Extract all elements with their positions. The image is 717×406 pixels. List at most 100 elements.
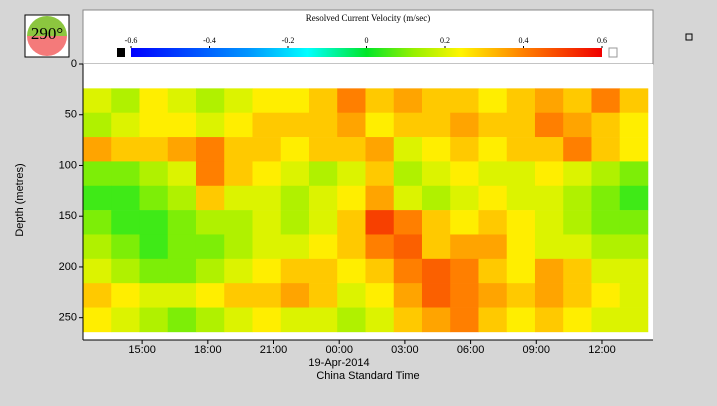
heatmap-cell — [139, 210, 169, 235]
heatmap-cell — [224, 137, 253, 162]
heatmap-cell — [421, 161, 451, 187]
heatmap-cell — [619, 137, 649, 162]
heatmap-cell — [506, 234, 536, 260]
heatmap-cell — [393, 137, 423, 162]
heatmap-cell — [308, 137, 338, 162]
heatmap-cell — [224, 88, 253, 114]
heatmap-cell — [139, 112, 169, 138]
heatmap-cell — [393, 210, 423, 235]
heatmap-cell — [478, 210, 508, 235]
heatmap-cell — [83, 161, 112, 187]
heatmap-cell — [421, 137, 451, 162]
heatmap-cell — [224, 234, 253, 260]
heatmap-cell — [450, 283, 479, 308]
heatmap-cell — [534, 88, 564, 114]
heatmap-cell — [280, 137, 310, 162]
x-tick-label: 15:00 — [128, 344, 156, 356]
heatmap-cell — [308, 258, 338, 284]
heatmap-cell — [365, 234, 395, 260]
heatmap-cell — [450, 137, 479, 162]
colorbar-tick-label: 0.4 — [519, 36, 529, 45]
heatmap-cell — [450, 88, 479, 114]
heatmap-cell — [450, 307, 479, 333]
heatmap-cell — [280, 210, 310, 235]
heatmap-cell — [450, 234, 479, 260]
heatmap-cell — [195, 307, 225, 333]
heatmap-cell — [167, 307, 197, 333]
heatmap-cell — [393, 185, 423, 211]
heatmap-cell — [195, 210, 225, 235]
heatmap-cell — [252, 258, 282, 284]
heatmap-cell — [591, 88, 621, 114]
heatmap-cell — [393, 307, 423, 333]
heatmap-cell — [308, 88, 338, 114]
heatmap-cell — [365, 137, 395, 162]
heatmap-cell — [195, 283, 225, 308]
heatmap-cell — [478, 137, 508, 162]
heatmap-cell — [224, 161, 253, 187]
heatmap-cell — [365, 161, 395, 187]
y-tick-label: 200 — [59, 261, 77, 273]
heatmap-cell — [478, 161, 508, 187]
heatmap-cell — [534, 258, 564, 284]
heatmap-cell — [506, 88, 536, 114]
heatmap-cell — [111, 234, 140, 260]
heatmap-cell — [111, 112, 140, 138]
heatmap-cell — [591, 112, 621, 138]
heatmap-cell — [619, 283, 649, 308]
heatmap-cell — [591, 210, 621, 235]
icon-top — [27, 16, 67, 36]
x-tick-label: 12:00 — [588, 344, 616, 356]
heatmap-cell — [591, 137, 621, 162]
heatmap-cell — [506, 258, 536, 284]
heatmap-cell — [224, 283, 253, 308]
heatmap-cell — [252, 307, 282, 333]
heatmap-cell — [280, 185, 310, 211]
heatmap-cell — [563, 210, 592, 235]
heatmap-cell — [591, 307, 621, 333]
colorbar — [131, 48, 602, 57]
heatmap-cell — [337, 185, 366, 211]
colorbar-tick-label: 0.2 — [440, 36, 450, 45]
heatmap-cell — [619, 185, 649, 211]
heatmap-cell — [167, 112, 197, 138]
heading-label: 290° — [31, 24, 63, 43]
heatmap-cell — [167, 137, 197, 162]
heatmap-cell — [478, 112, 508, 138]
heatmap-cell — [421, 185, 451, 211]
heatmap-cell — [393, 112, 423, 138]
heatmap-cell — [195, 258, 225, 284]
heatmap-cell — [337, 88, 366, 114]
heatmap-cell — [534, 112, 564, 138]
heatmap-cell — [139, 307, 169, 333]
heatmap-cell — [224, 185, 253, 211]
heatmap-cell — [167, 258, 197, 284]
heatmap-cell — [224, 258, 253, 284]
heatmap-cell — [365, 112, 395, 138]
heatmap-cell — [421, 283, 451, 308]
heatmap-cell — [450, 112, 479, 138]
heatmap-cell — [83, 137, 112, 162]
colorbar-tick-label: 0.6 — [597, 36, 607, 45]
heatmap-cell — [478, 283, 508, 308]
y-tick-label: 0 — [71, 58, 77, 70]
heatmap-cell — [563, 283, 592, 308]
heatmap-cell — [111, 88, 140, 114]
heatmap-cell — [280, 234, 310, 260]
heatmap-cell — [393, 88, 423, 114]
date-label: 19-Apr-2014 — [308, 357, 369, 369]
heatmap-cell — [111, 283, 140, 308]
heatmap-cell — [365, 283, 395, 308]
heatmap-cell — [308, 161, 338, 187]
heatmap-cell — [195, 185, 225, 211]
heatmap-cell — [83, 88, 112, 114]
heatmap-cell — [111, 161, 140, 187]
heatmap-cell — [534, 283, 564, 308]
heatmap-cell — [506, 185, 536, 211]
heatmap-cell — [195, 161, 225, 187]
heatmap-cell — [167, 234, 197, 260]
heatmap-cell — [83, 283, 112, 308]
heatmap-cell — [308, 112, 338, 138]
heatmap-cell — [139, 137, 169, 162]
heatmap-cell — [111, 210, 140, 235]
